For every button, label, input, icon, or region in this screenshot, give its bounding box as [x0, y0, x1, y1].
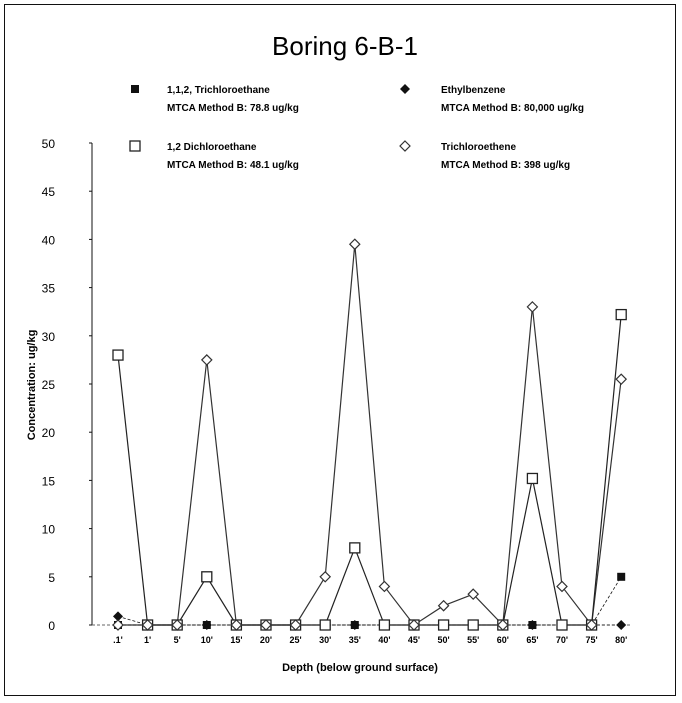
legend-series-name: Trichloroethene — [441, 142, 516, 153]
data-point — [437, 619, 450, 631]
data-point — [437, 599, 450, 612]
legend-series-name: 1,2 Dichloroethane — [167, 142, 257, 153]
y-tick-label: 30 — [42, 330, 56, 344]
data-point — [556, 580, 568, 593]
x-axis-label: Depth (below ground surface) — [282, 662, 438, 674]
x-tick-label: 60' — [497, 635, 509, 645]
data-point — [112, 619, 124, 631]
data-point — [408, 619, 420, 631]
data-point — [496, 619, 509, 631]
x-tick-label: 80' — [615, 635, 627, 645]
legend-entry: 1,1,2, Trichloroethane MTCA Method B: 78.… — [131, 85, 299, 114]
data-point — [260, 619, 272, 631]
data-point — [378, 619, 391, 631]
data-point — [200, 354, 213, 366]
x-tick-label: 55' — [467, 635, 479, 645]
data-point — [526, 301, 539, 313]
data-point — [349, 542, 361, 554]
series-line — [118, 576, 622, 626]
data-point — [113, 611, 123, 622]
data-point — [467, 619, 479, 631]
legend-series-note: MTCA Method B: 80,000 ug/kg — [441, 103, 584, 114]
legend-series-name: Ethylbenzene — [441, 85, 506, 96]
y-tick-label: 40 — [42, 233, 56, 247]
y-tick-label: 50 — [42, 137, 56, 151]
y-tick-label: 0 — [48, 619, 55, 633]
data-point — [616, 620, 627, 630]
data-point — [171, 619, 184, 631]
legend-marker — [131, 85, 139, 93]
y-ticks: 0 5 10 15 20 25 30 35 40 45 50 — [42, 137, 92, 633]
x-tick-label: 35' — [349, 635, 361, 645]
x-tick-label: 50' — [438, 635, 450, 645]
data-point — [467, 588, 480, 601]
data-point — [615, 308, 627, 321]
y-tick-label: 25 — [42, 378, 56, 392]
x-tick-label: 40' — [378, 635, 390, 645]
data-point — [201, 571, 213, 583]
y-tick-label: 20 — [42, 426, 56, 440]
x-tick-label: 20' — [260, 635, 272, 645]
x-tick-label: 30' — [319, 635, 331, 645]
legend-entry: Ethylbenzene MTCA Method B: 80,000 ug/kg — [400, 84, 584, 114]
chart-frame: Boring 6-B-1 1,1,2, Trichloroethane MTCA … — [4, 4, 676, 696]
data-point — [201, 620, 212, 630]
y-tick-label: 35 — [42, 282, 56, 296]
legend-marker — [129, 140, 141, 152]
legend-entry: Trichloroethene MTCA Method B: 398 ug/kg — [399, 140, 570, 171]
x-tick-label: 5' — [174, 635, 181, 645]
x-tick-label: 45' — [408, 635, 420, 645]
data-point — [289, 619, 302, 631]
x-tick-label: 75' — [586, 635, 598, 645]
x-tick-label: 25' — [290, 635, 302, 645]
legend-series-note: MTCA Method B: 398 ug/kg — [441, 160, 570, 171]
data-point — [112, 349, 124, 361]
data-point — [319, 570, 332, 583]
y-tick-label: 10 — [42, 523, 56, 537]
x-tick-label: 65' — [526, 635, 538, 645]
series-line — [118, 244, 622, 627]
x-tick-label: 1' — [144, 635, 151, 645]
legend-marker — [400, 84, 410, 94]
data-point — [556, 619, 568, 631]
legend-marker — [399, 140, 411, 152]
x-tick-label: 70' — [556, 635, 568, 645]
data-point — [526, 472, 539, 485]
y-tick-label: 5 — [48, 571, 55, 585]
data-point — [617, 572, 626, 581]
data-point — [348, 238, 361, 251]
x-ticks: .1' 1' 5' 10' 15' 20' 25' 30' 35' 40' 45' 50' 55' 60'… — [113, 635, 627, 645]
legend-series-name: 1,1,2, Trichloroethane — [167, 85, 270, 96]
data-point — [349, 620, 360, 630]
legend-series-note: MTCA Method B: 78.8 ug/kg — [167, 103, 299, 114]
x-tick-label: .1' — [113, 635, 123, 645]
chart-canvas: Boring 6-B-1 1,1,2, Trichloroethane MTCA … — [26, 31, 631, 674]
data-point — [141, 619, 154, 631]
x-tick-label: 10' — [201, 635, 213, 645]
series-markers — [112, 238, 628, 631]
y-tick-label: 45 — [42, 185, 56, 199]
data-point — [230, 619, 243, 631]
y-tick-label: 15 — [42, 474, 56, 488]
series-lines — [117, 244, 622, 627]
data-point — [319, 619, 331, 631]
x-tick-label: 15' — [230, 635, 242, 645]
data-point — [527, 620, 538, 630]
series-line — [117, 615, 622, 626]
data-point — [615, 373, 628, 386]
legend-entry: 1,2 Dichloroethane MTCA Method B: 48.1 ug… — [129, 140, 299, 171]
y-axis-label: Concentration: ug/kg — [26, 330, 38, 441]
chart-title: Boring 6-B-1 — [272, 31, 418, 61]
legend-series-note: MTCA Method B: 48.1 ug/kg — [167, 160, 299, 171]
data-point — [585, 619, 598, 631]
plot-area: 0 5 10 15 20 25 30 35 40 45 50 .1' 1' 5' 10' 15' 20' 25'… — [42, 137, 631, 645]
series-line — [117, 314, 622, 626]
legend: 1,1,2, Trichloroethane MTCA Method B: 78.… — [129, 84, 584, 171]
data-point — [378, 580, 391, 593]
